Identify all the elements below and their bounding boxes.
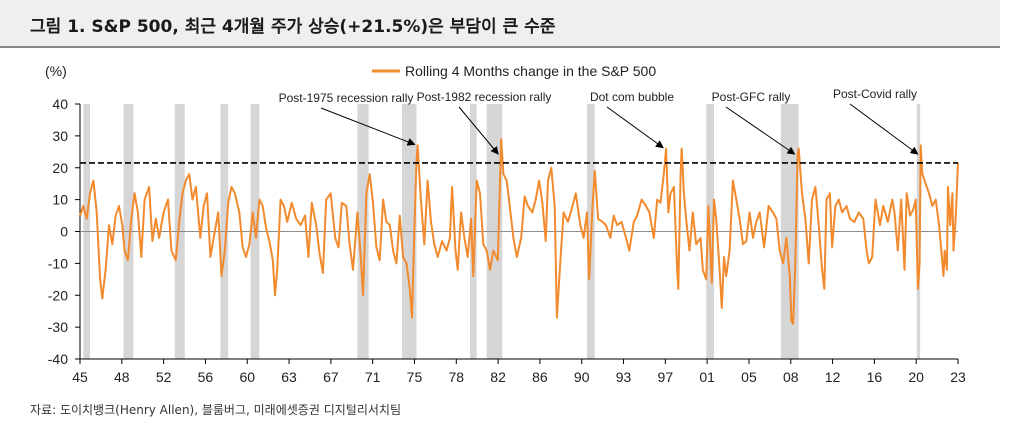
x-tick-label: 86	[532, 369, 548, 385]
chart: 40 30 20 10 0 -10 -20 -30 -40 (%) 45 48 52 56 60 63 67 71…	[45, 63, 966, 385]
x-tick-label: 12	[825, 369, 841, 385]
source-note: 자료: 도이치뱅크(Henry Allen), 블룸버그, 미래에셋증권 디지털…	[30, 403, 401, 417]
y-tick-label: -20	[48, 287, 68, 303]
y-tick-label: 10	[52, 192, 68, 208]
x-tick-label: 20	[908, 369, 924, 385]
x-tick-label: 05	[741, 369, 757, 385]
x-tick-label: 56	[198, 369, 214, 385]
y-tick-label: -10	[48, 255, 68, 271]
y-tick-label: 0	[60, 224, 68, 240]
annotation-label: Post-1975 recession rally	[279, 91, 414, 105]
x-tick-label: 45	[72, 369, 88, 385]
x-tick-label: 75	[407, 369, 423, 385]
annotation-label: Post-1982 recession rally	[417, 90, 552, 104]
title-bar: 그림 1. S&P 500, 최근 4개월 주가 상승(+21.5%)은 부담이…	[0, 0, 1000, 48]
series-line	[79, 138, 959, 325]
annotation-label: Dot com bubble	[590, 90, 674, 104]
y-tick-label: -40	[48, 351, 68, 367]
annotation-label: Post-GFC rally	[712, 90, 791, 104]
y-tick-label: 20	[52, 160, 68, 176]
x-tick-label: 78	[448, 369, 464, 385]
x-tick-label: 63	[281, 369, 297, 385]
annotation-arrow	[606, 106, 664, 149]
annotation-arrow	[320, 107, 416, 146]
legend-label: Rolling 4 Months change in the S&P 500	[405, 63, 656, 79]
x-tick-label: 90	[574, 369, 590, 385]
y-tick-label: -30	[48, 319, 68, 335]
x-tick-label: 23	[950, 369, 966, 385]
x-tick-label: 67	[323, 369, 339, 385]
x-tick-label: 97	[658, 369, 674, 385]
y-unit-label: (%)	[45, 63, 67, 79]
page-title: 그림 1. S&P 500, 최근 4개월 주가 상승(+21.5%)은 부담이…	[30, 17, 556, 37]
x-tick-label: 48	[114, 369, 130, 385]
annotation-label: Post-Covid rally	[833, 87, 917, 101]
x-tick-label: 01	[699, 369, 715, 385]
x-tick-label: 71	[365, 369, 381, 385]
annotation-arrow	[725, 106, 796, 155]
y-tick-label: 40	[52, 96, 68, 112]
annotation-arrow	[458, 106, 499, 155]
x-tick-label: 08	[783, 369, 799, 385]
x-tick-label: 82	[490, 369, 506, 385]
y-tick-label: 30	[52, 128, 68, 144]
annotation-arrow	[849, 103, 919, 155]
x-tick-label: 52	[156, 369, 172, 385]
x-tick-label: 60	[239, 369, 255, 385]
x-tick-label: 93	[616, 369, 632, 385]
x-tick-label: 16	[867, 369, 883, 385]
